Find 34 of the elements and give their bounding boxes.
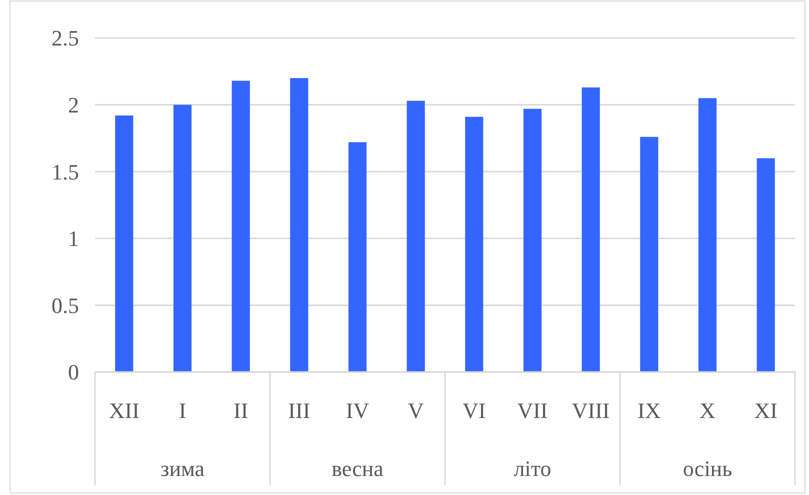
x-tick-label: II: [234, 398, 248, 423]
x-tick-label: XII: [108, 398, 140, 423]
y-tick-label: 1.5: [52, 159, 79, 184]
bar: [523, 108, 542, 372]
text: літо: [514, 456, 552, 481]
x-tick-label: IX: [638, 398, 661, 423]
y-tick-label: 1: [68, 226, 79, 252]
text: весна: [332, 456, 384, 481]
x-tick-label: IV: [346, 398, 370, 423]
bar: [698, 98, 717, 372]
text: зима: [160, 456, 205, 481]
bar: [756, 158, 775, 372]
bar: [232, 80, 250, 372]
x-tick-label: X: [700, 398, 716, 423]
bar: [582, 87, 600, 372]
y-tick-label: 0.5: [52, 292, 79, 318]
bar: [173, 104, 192, 372]
x-tick-label: I: [178, 398, 186, 423]
y-tick-label: 0: [68, 360, 79, 385]
bar: [406, 100, 425, 372]
y-tick-label: 2.5: [52, 26, 79, 51]
bar: [290, 78, 308, 372]
x-tick-label: III: [288, 398, 310, 423]
x-tick-label: V: [408, 398, 424, 423]
bar: [115, 115, 134, 372]
y-tick-label: 2: [68, 92, 79, 118]
bar: [348, 142, 367, 372]
text: осінь: [682, 456, 732, 481]
x-tick-label: XI: [754, 398, 778, 423]
x-tick-label: VIII: [572, 398, 610, 423]
x-tick-label: VII: [517, 398, 548, 423]
bar: [465, 116, 484, 372]
x-tick-label: VI: [462, 398, 486, 423]
bar: [640, 136, 658, 372]
